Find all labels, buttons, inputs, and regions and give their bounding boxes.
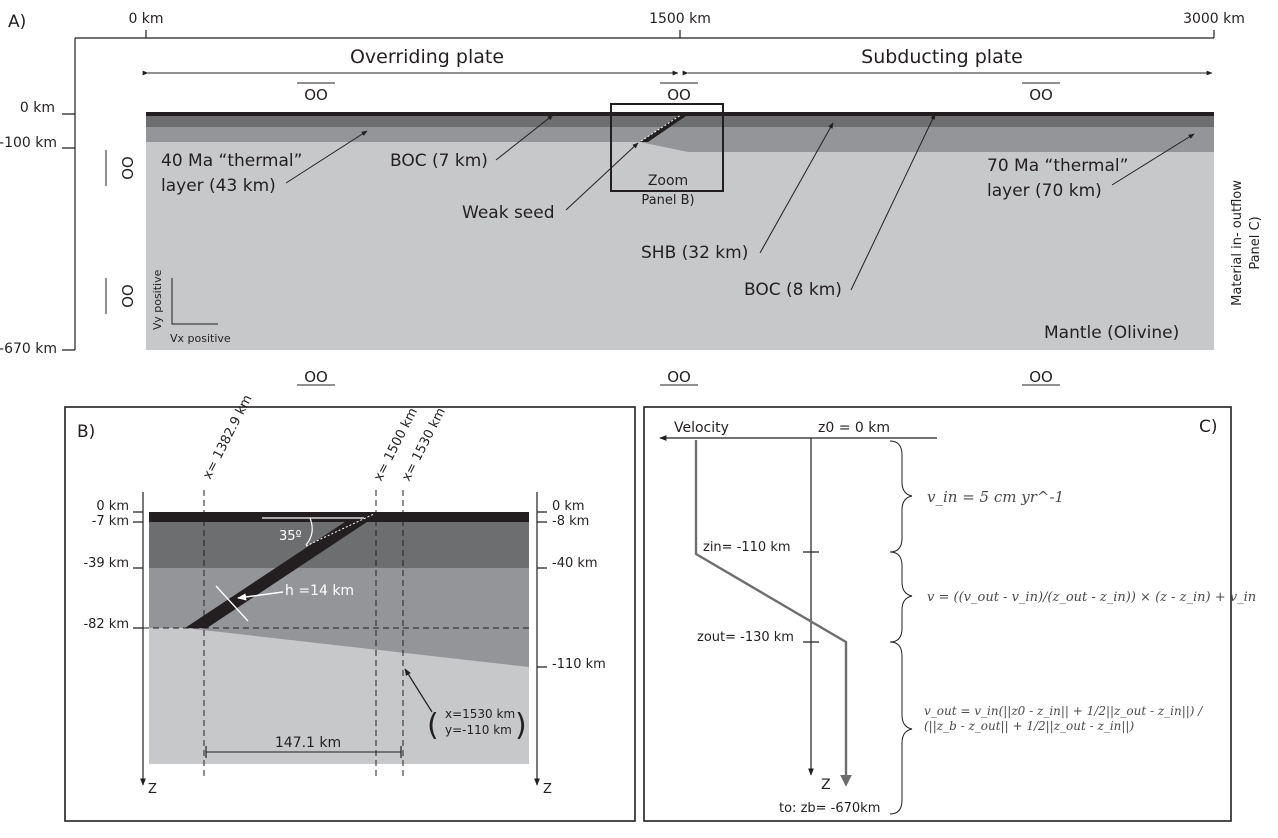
- bc-symbols: OO OO OO OO OO OO OO OO: [105, 82, 1060, 386]
- panel-b-frame: [64, 406, 636, 822]
- weak-seed-shape: [640, 116, 686, 142]
- top-tick-3000: 3000 km: [1183, 11, 1245, 27]
- paren-right: ): [515, 708, 527, 743]
- z-out-label: zout= -130 km: [697, 630, 794, 645]
- panel-c-frame: [643, 406, 1232, 822]
- bc-bottom-2: OO: [667, 368, 691, 386]
- overriding-plate-label: Overriding plate: [350, 46, 504, 68]
- thermal-70-label-2: layer (70 km): [987, 181, 1102, 201]
- brace-2: [889, 551, 913, 643]
- equation-vout-box: v_out = v_in(||z0 - z_in|| + 1/2||z_out …: [924, 704, 1203, 733]
- boc-7-label: BOC (7 km): [390, 151, 488, 171]
- b-right-ticks: [537, 511, 547, 668]
- arrow-thermal-70: [1111, 133, 1195, 186]
- arrow-weak-seed: [565, 142, 639, 211]
- b-right-depth-8: -8 km: [552, 514, 589, 529]
- point-arrow: [404, 668, 433, 713]
- brace-1: [889, 440, 913, 553]
- thickness-arrow: [237, 591, 284, 601]
- thickness-tick: [215, 585, 249, 622]
- top-tick-1500: 1500 km: [649, 11, 711, 27]
- zoom-label-1: Zoom: [648, 173, 688, 189]
- top-tick-0: 0 km: [128, 11, 163, 27]
- bc-top-1: OO: [304, 86, 328, 104]
- vx-positive-label: Vx positive: [170, 332, 231, 345]
- brace-3: [889, 641, 913, 815]
- thermal-70-label-1: 70 Ma “thermal”: [987, 156, 1128, 176]
- bc-top-2: OO: [667, 86, 691, 104]
- thermal-40-label-1: 40 Ma “thermal”: [161, 151, 302, 171]
- velocity-axes-lines: [171, 278, 218, 325]
- b-weak-seed: [185, 512, 382, 628]
- z-ticks: [803, 551, 819, 643]
- b-left-depth-0: 0 km: [96, 499, 129, 514]
- bc-bottom-3: OO: [1029, 368, 1053, 386]
- b-left-depth-82: -82 km: [83, 617, 129, 632]
- distance-label: 147.1 km: [275, 735, 341, 751]
- b-right-z-label: Z: [543, 782, 552, 797]
- bc-bottom-1: OO: [304, 368, 328, 386]
- z0-label: z0 = 0 km: [818, 420, 890, 436]
- distance-ends: [205, 746, 402, 758]
- point-y-label: y=-110 km: [445, 723, 512, 737]
- thickness-label: h =14 km: [285, 583, 354, 599]
- bc-top-3: OO: [1029, 86, 1053, 104]
- b-right-depth-110: -110 km: [552, 657, 606, 672]
- thermal-40-label-2: layer (43 km): [161, 176, 276, 196]
- b-left-depth-39: -39 km: [83, 556, 129, 571]
- arrow-shb: [759, 122, 834, 254]
- b-right-depth-0: 0 km: [552, 499, 585, 514]
- arrow-boc-8: [850, 113, 936, 291]
- left-axis-ticks: [62, 113, 75, 351]
- panel-a-label: A): [8, 12, 26, 32]
- top-crust: [146, 112, 1214, 116]
- zoom-label-2: Panel B): [641, 193, 694, 208]
- top-axis-ticks: [145, 30, 1215, 38]
- side-label-1: Material in- outflow: [1230, 180, 1245, 306]
- panel-b: B) 35º h =14 km x= 1382.9 km x= 1500 km …: [64, 393, 636, 822]
- subducting-plate-label: Subducting plate: [861, 46, 1023, 68]
- bc-side-1: OO: [118, 156, 136, 180]
- velocity-profile: [694, 440, 852, 787]
- vy-positive-label: Vy positive: [151, 269, 164, 330]
- point-x-label: x=1530 km: [445, 707, 515, 721]
- zoom-box: [610, 103, 724, 192]
- weak-seed-label: Weak seed: [462, 203, 555, 223]
- left-tick-100: -100 km: [0, 135, 57, 151]
- panel-c-label: C): [1199, 417, 1218, 437]
- z-axis-label: Z: [821, 777, 831, 793]
- bc-side-2: OO: [118, 284, 136, 308]
- z-bottom-label: to: zb= -670km: [779, 801, 880, 816]
- left-tick-0: 0 km: [20, 100, 55, 116]
- arrow-thermal-40: [285, 130, 368, 184]
- panel-c: C) Velocity z0 = 0 km Z zin= -110 km zou…: [643, 406, 1256, 822]
- panel-b-label: B): [77, 422, 95, 442]
- equation-vout: v_out = v_in(||z0 - z_in|| + 1/2||z_out …: [924, 704, 1203, 733]
- b-left-z-label: Z: [148, 782, 157, 797]
- panel-a: A) 0 km 1500 km 3000 km 0 km -100 km -67…: [0, 11, 1263, 386]
- side-label-2: Panel C): [1248, 216, 1263, 269]
- angle-label: 35º: [279, 529, 302, 544]
- velocity-label: Velocity: [674, 420, 729, 436]
- b-top-crust: [149, 512, 529, 522]
- boc-8-label: BOC (8 km): [744, 280, 842, 300]
- z-in-label: zin= -110 km: [703, 540, 791, 555]
- x-1382-label: x= 1382.9 km: [200, 393, 255, 482]
- velocity-axes: Vy positive Vx positive: [151, 269, 231, 345]
- equation-v: v = ((v_out - v_in)/(z_out - z_in)) × (z…: [927, 590, 1256, 605]
- arrow-boc-7: [495, 114, 554, 161]
- equation-vin: v_in = 5 cm yr^-1: [927, 488, 1064, 506]
- angle-arc: [305, 517, 313, 546]
- shb-label: SHB (32 km): [641, 243, 748, 263]
- paren-left: (: [427, 708, 439, 743]
- mantle-label: Mantle (Olivine): [1044, 323, 1179, 343]
- b-right-depth-40: -40 km: [552, 556, 598, 571]
- b-left-ticks: [133, 511, 143, 629]
- left-tick-670: -670 km: [0, 341, 57, 357]
- b-seed-dots: [305, 513, 375, 547]
- b-left-depth-7: -7 km: [92, 514, 129, 529]
